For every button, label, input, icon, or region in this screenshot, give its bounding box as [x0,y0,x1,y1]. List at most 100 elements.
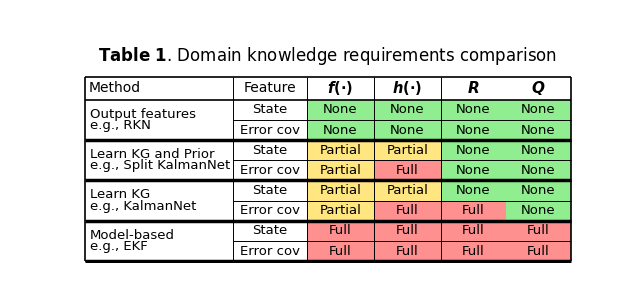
Bar [85,221,233,261]
Bar [441,160,506,181]
Text: None: None [456,184,491,197]
Text: Feature: Feature [244,81,296,95]
Bar [441,120,506,140]
Text: None: None [390,123,425,136]
Bar [85,77,233,100]
Text: None: None [521,184,556,197]
Bar [506,181,571,201]
Text: e.g., RKN: e.g., RKN [90,119,151,132]
Bar [506,221,571,241]
Text: Full: Full [527,244,550,258]
Text: $\boldsymbol{Q}$: $\boldsymbol{Q}$ [531,79,546,97]
Bar [374,241,441,261]
Text: None: None [521,123,556,136]
Bar [233,140,307,160]
Bar [374,160,441,181]
Bar [233,221,307,241]
Bar [374,100,441,120]
Text: Full: Full [527,224,550,237]
Bar [307,120,374,140]
Text: Model-based: Model-based [90,229,175,242]
Text: e.g., EKF: e.g., EKF [90,240,148,253]
Bar [374,140,441,160]
Bar [506,201,571,221]
Bar [307,160,374,181]
Text: None: None [323,103,358,116]
Bar [307,201,374,221]
Bar [374,181,441,201]
Bar [307,100,374,120]
Text: None: None [521,103,556,116]
Bar [307,181,374,201]
Text: None: None [521,204,556,217]
Text: $\boldsymbol{f(\cdot)}$: $\boldsymbol{f(\cdot)}$ [328,79,353,97]
Text: e.g., KalmanNet: e.g., KalmanNet [90,200,196,213]
Text: State: State [252,144,287,157]
Bar [506,160,571,181]
Text: Error cov: Error cov [240,123,300,136]
Text: None: None [323,123,358,136]
Text: Learn KG and Prior: Learn KG and Prior [90,148,214,161]
Text: Partial: Partial [387,144,428,157]
Text: Method: Method [89,81,141,95]
Bar [233,77,307,100]
Text: Full: Full [462,244,485,258]
Text: Error cov: Error cov [240,244,300,258]
Text: Full: Full [396,244,419,258]
Bar [233,201,307,221]
Bar [307,77,374,100]
Text: None: None [456,164,491,177]
Text: None: None [390,103,425,116]
Text: Partial: Partial [319,144,362,157]
Bar [85,181,233,221]
Text: None: None [456,123,491,136]
Bar [374,77,441,100]
Text: State: State [252,103,287,116]
Bar [233,241,307,261]
Text: Error cov: Error cov [240,164,300,177]
Text: $\mathbf{Table\ 1}$. Domain knowledge requirements comparison: $\mathbf{Table\ 1}$. Domain knowledge re… [99,45,557,67]
Bar [307,241,374,261]
Text: Full: Full [462,204,485,217]
Bar [441,181,506,201]
Bar [233,100,307,120]
Text: State: State [252,184,287,197]
Text: Output features: Output features [90,108,196,121]
Text: None: None [456,103,491,116]
Bar [506,120,571,140]
Text: Full: Full [462,224,485,237]
Bar [506,77,571,100]
Bar [441,100,506,120]
Bar [441,221,506,241]
Text: State: State [252,224,287,237]
Bar [374,120,441,140]
Text: Learn KG: Learn KG [90,189,150,202]
Text: e.g., Split KalmanNet: e.g., Split KalmanNet [90,160,230,173]
Text: Partial: Partial [319,184,362,197]
Bar [85,100,233,140]
Bar [441,140,506,160]
Text: $\boldsymbol{R}$: $\boldsymbol{R}$ [467,80,479,96]
Text: $\boldsymbol{h(\cdot)}$: $\boldsymbol{h(\cdot)}$ [392,79,422,97]
Bar [506,100,571,120]
Bar [233,181,307,201]
Bar [441,77,506,100]
Text: None: None [521,144,556,157]
Text: Error cov: Error cov [240,204,300,217]
Bar [506,140,571,160]
Bar [374,201,441,221]
Text: Full: Full [396,224,419,237]
Bar [441,241,506,261]
Text: Partial: Partial [319,164,362,177]
Bar [374,221,441,241]
Bar [506,241,571,261]
Text: Partial: Partial [387,184,428,197]
Text: None: None [521,164,556,177]
Text: Full: Full [396,204,419,217]
Text: Full: Full [329,224,352,237]
Bar [307,140,374,160]
Text: None: None [456,144,491,157]
Bar [85,140,233,181]
Bar [307,221,374,241]
Text: Full: Full [329,244,352,258]
